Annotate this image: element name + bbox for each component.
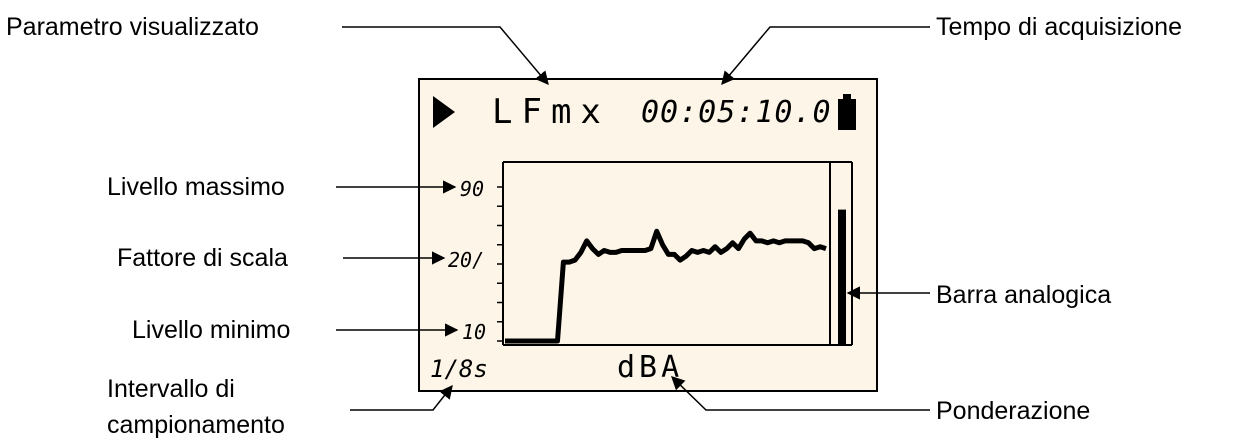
callout-fattore-di-scala: Fattore di scala <box>117 244 288 272</box>
arrow-tempo <box>721 26 930 86</box>
arrow-ponderazione <box>671 376 930 411</box>
callout-barra-analogica: Barra analogica <box>936 281 1112 309</box>
level-trace <box>505 228 827 344</box>
parameter-label: LFmx <box>492 92 610 132</box>
callout-intervallo-line2: campionamento <box>107 411 285 439</box>
callout-tempo-di-acquisizione: Tempo di acquisizione <box>936 13 1182 41</box>
callout-livello-massimo: Livello massimo <box>107 173 285 201</box>
callout-ponderazione: Ponderazione <box>936 397 1091 425</box>
chart-area <box>497 161 853 346</box>
callout-parametro-visualizzato: Parametro visualizzato <box>6 13 259 41</box>
callout-livello-minimo: Livello minimo <box>132 316 291 344</box>
play-icon <box>433 96 455 128</box>
acquisition-time: 00:05:10.0 <box>641 95 832 130</box>
y-axis-ticks <box>497 186 503 342</box>
arrow-parametro <box>342 26 549 86</box>
callout-intervallo-line1: Intervallo di <box>107 375 235 403</box>
weighting-label: dBA <box>617 350 684 385</box>
arrow-intervallo <box>350 384 453 411</box>
scale-factor-label: 20/ <box>448 248 485 272</box>
analog-bar <box>838 209 846 345</box>
scale-max-label: 90 <box>460 177 485 201</box>
sampling-interval-label: 1/8s <box>430 355 488 383</box>
battery-icon <box>838 94 856 130</box>
scale-min-label: 10 <box>462 320 487 344</box>
lcd-display <box>418 78 878 392</box>
